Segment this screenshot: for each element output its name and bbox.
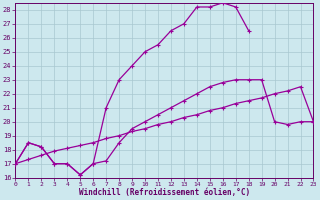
X-axis label: Windchill (Refroidissement éolien,°C): Windchill (Refroidissement éolien,°C) xyxy=(79,188,250,197)
